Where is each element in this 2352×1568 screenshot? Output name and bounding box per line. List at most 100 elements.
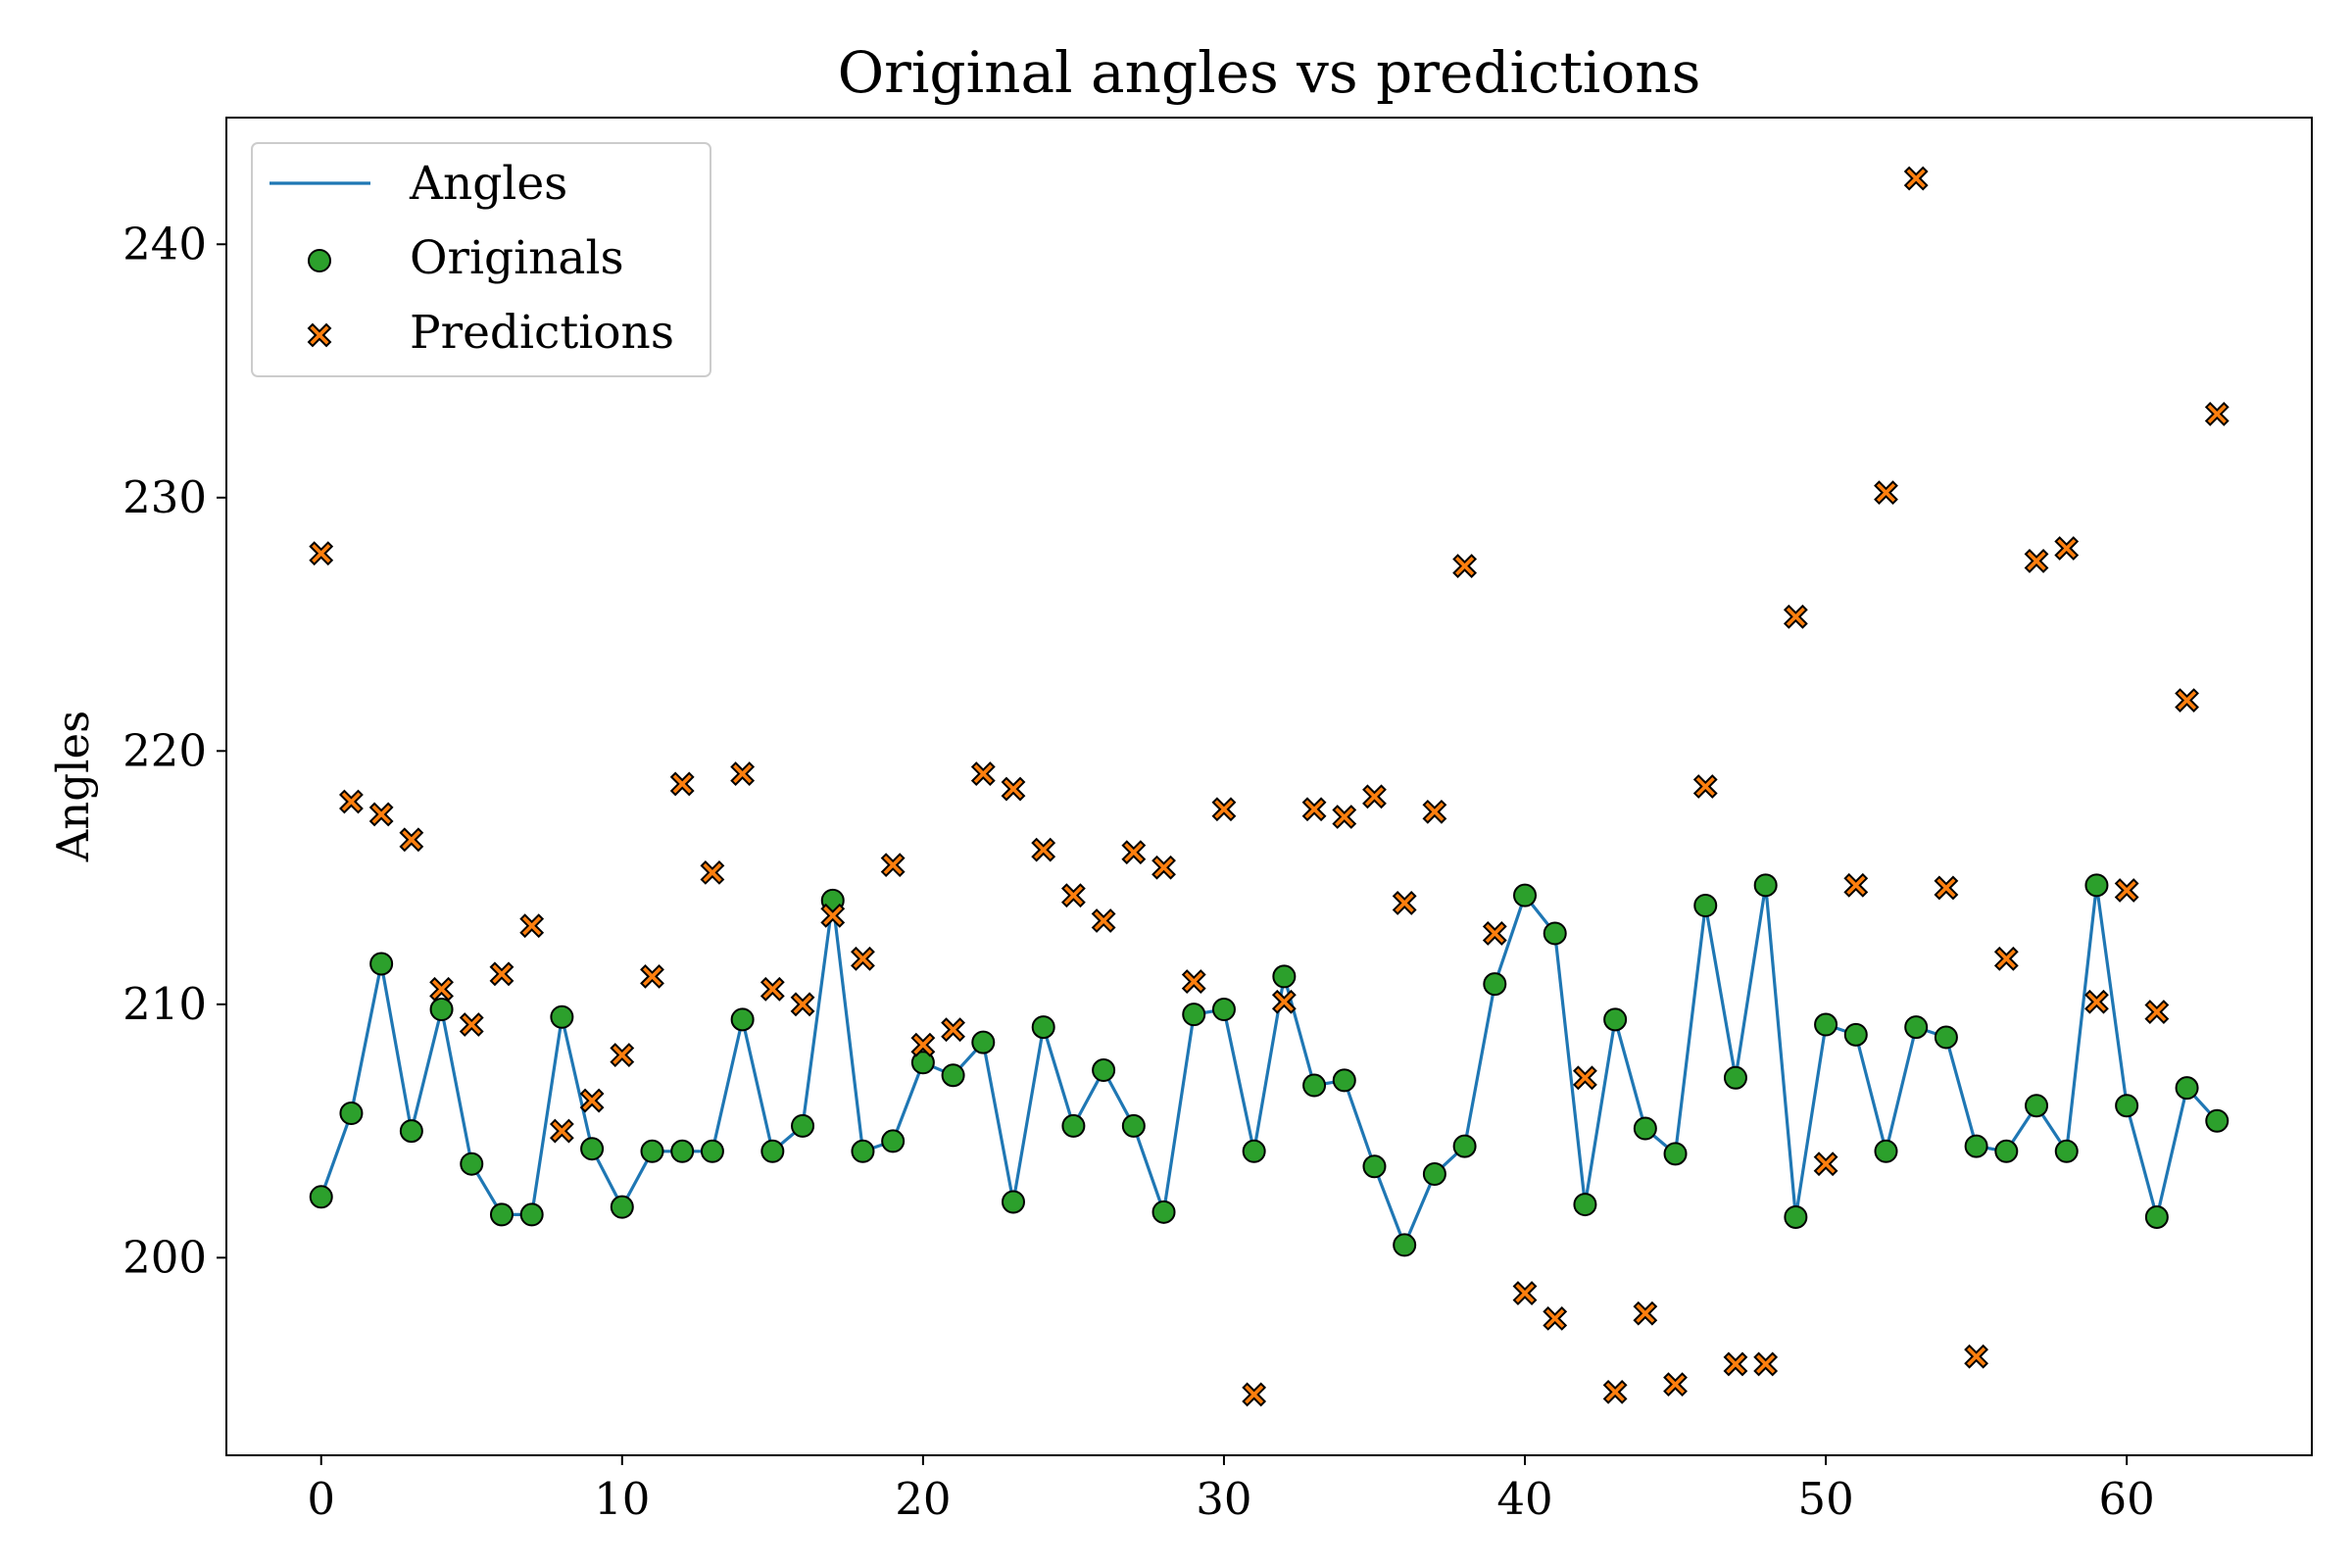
original-point bbox=[910, 1051, 935, 1075]
prediction-point bbox=[1633, 1300, 1658, 1326]
y-axis-label: Angles bbox=[47, 710, 99, 862]
prediction-point bbox=[941, 1017, 965, 1043]
plot-area bbox=[309, 166, 2230, 1407]
prediction-point bbox=[339, 789, 364, 814]
original-point bbox=[1182, 1003, 1206, 1027]
prediction-point bbox=[1843, 872, 1869, 898]
legend-label: Predictions bbox=[410, 306, 674, 360]
x-tick-label: 20 bbox=[895, 1473, 951, 1525]
prediction-point bbox=[1001, 776, 1026, 802]
original-point bbox=[1904, 1015, 1929, 1040]
x-tick-label: 10 bbox=[594, 1473, 650, 1525]
original-point bbox=[1513, 883, 1538, 907]
prediction-point bbox=[1031, 837, 1056, 862]
prediction-point bbox=[1723, 1351, 1748, 1377]
legend-label: Originals bbox=[410, 231, 624, 285]
prediction-point bbox=[760, 976, 785, 1002]
prediction-point bbox=[1422, 799, 1447, 824]
prediction-point bbox=[1482, 921, 1507, 946]
original-point bbox=[1393, 1233, 1417, 1257]
prediction-point bbox=[610, 1043, 635, 1067]
original-point bbox=[1874, 1139, 1898, 1163]
prediction-point bbox=[970, 761, 996, 786]
original-point bbox=[2144, 1204, 2169, 1229]
original-point bbox=[1573, 1193, 1597, 1217]
prediction-point bbox=[519, 913, 545, 939]
prediction-point bbox=[489, 961, 514, 987]
prediction-point bbox=[1211, 797, 1237, 822]
original-point bbox=[1483, 972, 1507, 997]
prediction-point bbox=[1993, 946, 2019, 971]
prediction-point bbox=[1392, 891, 1417, 915]
plot-frame bbox=[225, 117, 2313, 1456]
original-point bbox=[1843, 1022, 1868, 1047]
original-point bbox=[519, 1202, 544, 1227]
prediction-point bbox=[790, 992, 815, 1017]
original-point bbox=[399, 1119, 423, 1144]
original-point bbox=[1031, 1015, 1055, 1040]
original-point bbox=[2084, 873, 2109, 898]
prediction-point bbox=[2084, 989, 2109, 1014]
prediction-point bbox=[2204, 402, 2230, 426]
original-point bbox=[1814, 1012, 1838, 1037]
original-point bbox=[2205, 1108, 2230, 1133]
prediction-point bbox=[820, 903, 846, 928]
original-point bbox=[1302, 1073, 1327, 1098]
x-tick-label: 40 bbox=[1496, 1473, 1552, 1525]
original-point bbox=[730, 1007, 755, 1032]
prediction-point bbox=[1602, 1379, 1628, 1404]
prediction-point bbox=[1692, 774, 1718, 799]
original-point bbox=[791, 1113, 815, 1138]
original-point bbox=[1242, 1139, 1266, 1163]
prediction-point bbox=[1753, 1351, 1779, 1377]
original-point bbox=[2054, 1139, 2079, 1163]
original-point bbox=[1934, 1025, 1958, 1050]
original-point bbox=[1121, 1113, 1146, 1138]
angles-line bbox=[319, 883, 2219, 1248]
prediction-point bbox=[1813, 1152, 1838, 1177]
prediction-point bbox=[1543, 1305, 1568, 1331]
prediction-point bbox=[368, 802, 394, 827]
prediction-point bbox=[700, 859, 725, 885]
prediction-point bbox=[1060, 883, 1086, 908]
prediction-point bbox=[1874, 480, 1898, 506]
original-point bbox=[2175, 1076, 2199, 1101]
original-point bbox=[1272, 964, 1297, 989]
original-point bbox=[670, 1139, 695, 1163]
prediction-point bbox=[1452, 554, 1478, 578]
original-point bbox=[881, 1129, 906, 1153]
prediction-point bbox=[1332, 805, 1357, 829]
original-point bbox=[610, 1195, 634, 1219]
original-point bbox=[2115, 1094, 2139, 1118]
prediction-point bbox=[1152, 855, 1176, 880]
prediction-point bbox=[1271, 989, 1297, 1014]
original-point bbox=[700, 1139, 724, 1163]
original-point bbox=[1543, 921, 1567, 946]
original-point bbox=[1211, 998, 1236, 1021]
original-point bbox=[1753, 873, 1778, 898]
legend-box bbox=[251, 142, 711, 377]
prediction-point bbox=[1783, 604, 1808, 629]
legend-label: Angles bbox=[409, 157, 567, 211]
prediction-point bbox=[1573, 1065, 1597, 1091]
x-tick-label: 60 bbox=[2099, 1473, 2155, 1525]
original-point bbox=[1362, 1154, 1387, 1179]
prediction-point bbox=[669, 771, 695, 797]
prediction-point bbox=[1512, 1281, 1538, 1305]
prediction-point bbox=[1663, 1372, 1688, 1397]
original-point bbox=[1964, 1134, 1988, 1158]
original-point bbox=[2025, 1094, 2049, 1118]
prediction-point bbox=[1934, 875, 1959, 901]
original-point bbox=[369, 952, 394, 976]
original-point bbox=[1663, 1142, 1688, 1166]
prediction-point bbox=[309, 541, 334, 566]
original-point bbox=[1633, 1116, 1657, 1141]
y-tick-label: 240 bbox=[122, 218, 207, 270]
x-tick-label: 0 bbox=[307, 1473, 335, 1525]
axes: 0 10 20 30 40 50 60 200 210 220 230 240 bbox=[122, 218, 2155, 1525]
original-point bbox=[1092, 1058, 1116, 1083]
prediction-point bbox=[1091, 908, 1116, 933]
prediction-point bbox=[2024, 549, 2049, 573]
prediction-point bbox=[1903, 166, 1929, 191]
